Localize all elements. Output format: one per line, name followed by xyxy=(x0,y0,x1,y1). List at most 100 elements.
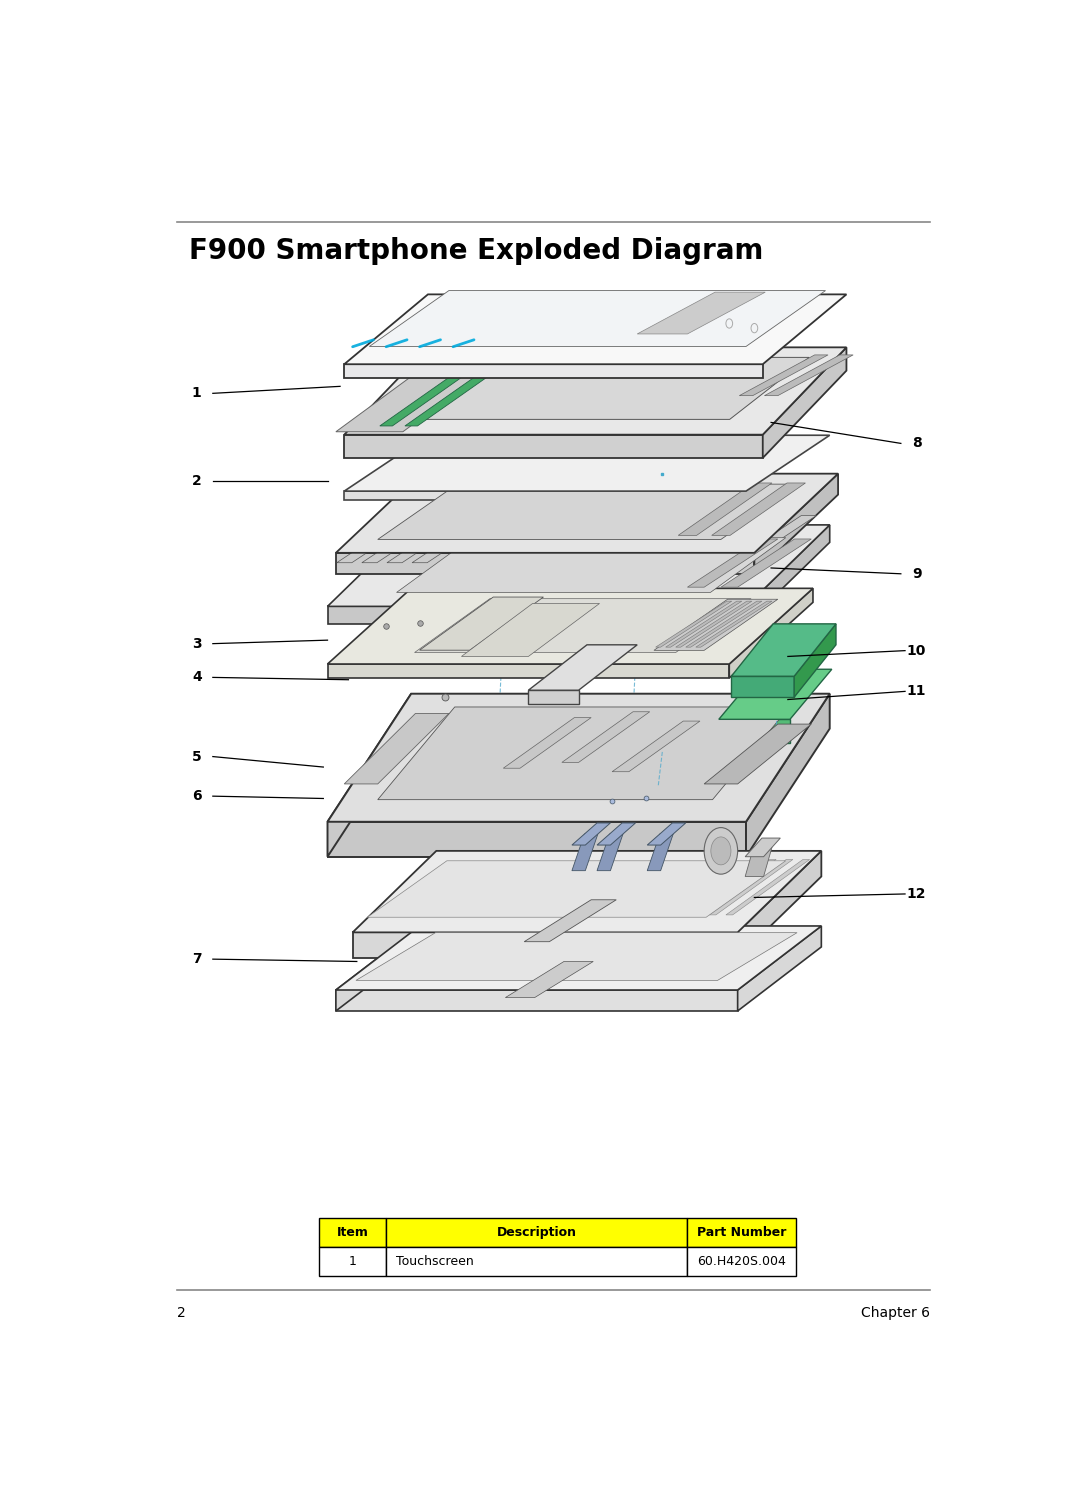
Polygon shape xyxy=(721,538,811,587)
Polygon shape xyxy=(336,553,754,573)
Bar xyxy=(387,1217,687,1247)
Circle shape xyxy=(704,827,738,874)
Polygon shape xyxy=(336,925,821,990)
Polygon shape xyxy=(597,835,623,871)
Polygon shape xyxy=(327,823,746,857)
Polygon shape xyxy=(696,602,772,647)
Polygon shape xyxy=(745,838,781,857)
Text: 2: 2 xyxy=(177,1306,186,1320)
Text: 1: 1 xyxy=(349,1255,356,1267)
Polygon shape xyxy=(387,516,473,562)
Bar xyxy=(387,1247,687,1276)
Text: Chapter 6: Chapter 6 xyxy=(861,1306,930,1320)
Polygon shape xyxy=(738,851,821,959)
Polygon shape xyxy=(572,835,598,871)
Polygon shape xyxy=(754,473,838,573)
Polygon shape xyxy=(678,482,772,535)
Polygon shape xyxy=(362,516,448,562)
Polygon shape xyxy=(380,375,467,426)
Text: 2: 2 xyxy=(192,473,202,488)
Polygon shape xyxy=(345,714,449,783)
Polygon shape xyxy=(746,694,829,857)
Polygon shape xyxy=(327,694,829,823)
Text: F900 Smartphone Exploded Diagram: F900 Smartphone Exploded Diagram xyxy=(189,237,764,265)
Polygon shape xyxy=(726,859,810,915)
Polygon shape xyxy=(729,588,813,677)
Bar xyxy=(320,1217,387,1247)
Polygon shape xyxy=(327,694,411,857)
Polygon shape xyxy=(663,516,750,562)
Polygon shape xyxy=(528,689,579,705)
Bar xyxy=(687,1217,796,1247)
Polygon shape xyxy=(336,378,476,432)
Polygon shape xyxy=(731,624,836,676)
Polygon shape xyxy=(327,664,729,677)
Text: 6: 6 xyxy=(192,789,202,803)
Text: 60.H420S.004: 60.H420S.004 xyxy=(698,1255,786,1267)
Polygon shape xyxy=(730,516,816,562)
Polygon shape xyxy=(719,670,832,720)
Polygon shape xyxy=(647,823,686,845)
Polygon shape xyxy=(419,597,543,650)
Text: Item: Item xyxy=(337,1226,368,1238)
Polygon shape xyxy=(572,823,610,845)
Text: Description: Description xyxy=(497,1226,577,1238)
Text: 11: 11 xyxy=(906,685,926,699)
Polygon shape xyxy=(327,525,829,606)
Polygon shape xyxy=(336,925,419,1012)
Polygon shape xyxy=(528,644,637,689)
Text: 4: 4 xyxy=(192,670,202,685)
Polygon shape xyxy=(367,860,785,918)
Polygon shape xyxy=(562,712,650,762)
Polygon shape xyxy=(396,538,786,593)
Text: Touchscreen: Touchscreen xyxy=(396,1255,474,1267)
Polygon shape xyxy=(337,516,423,562)
Polygon shape xyxy=(686,602,761,647)
Polygon shape xyxy=(352,851,821,933)
Polygon shape xyxy=(352,933,738,959)
Polygon shape xyxy=(746,525,829,624)
Text: 5: 5 xyxy=(192,750,202,764)
Polygon shape xyxy=(415,599,751,653)
Polygon shape xyxy=(740,355,828,396)
Polygon shape xyxy=(630,516,716,562)
Polygon shape xyxy=(345,435,829,491)
Polygon shape xyxy=(345,364,762,378)
Polygon shape xyxy=(505,962,593,998)
Polygon shape xyxy=(692,859,777,915)
Polygon shape xyxy=(369,290,825,346)
Polygon shape xyxy=(612,721,700,771)
Polygon shape xyxy=(656,602,732,647)
Polygon shape xyxy=(336,990,738,1012)
Circle shape xyxy=(711,838,731,865)
Polygon shape xyxy=(413,516,498,562)
Polygon shape xyxy=(719,720,789,742)
Polygon shape xyxy=(762,348,847,458)
Bar xyxy=(687,1247,796,1276)
Text: 10: 10 xyxy=(906,644,926,658)
Polygon shape xyxy=(765,355,853,396)
Polygon shape xyxy=(688,538,778,587)
Polygon shape xyxy=(378,484,800,540)
Polygon shape xyxy=(794,624,836,697)
Polygon shape xyxy=(382,357,809,419)
Polygon shape xyxy=(665,602,742,647)
Text: 3: 3 xyxy=(192,637,202,650)
Polygon shape xyxy=(524,900,617,942)
Polygon shape xyxy=(710,859,793,915)
Polygon shape xyxy=(597,823,635,845)
Polygon shape xyxy=(345,434,762,458)
Text: Part Number: Part Number xyxy=(697,1226,786,1238)
Text: 8: 8 xyxy=(912,437,922,451)
Polygon shape xyxy=(731,676,794,697)
Text: 12: 12 xyxy=(906,888,926,901)
Polygon shape xyxy=(327,606,746,624)
Polygon shape xyxy=(704,724,811,783)
Polygon shape xyxy=(676,602,752,647)
Polygon shape xyxy=(745,847,772,877)
Polygon shape xyxy=(647,835,673,871)
Text: 7: 7 xyxy=(192,953,202,966)
Text: 9: 9 xyxy=(913,567,922,581)
Polygon shape xyxy=(738,925,821,1012)
Bar xyxy=(320,1247,387,1276)
